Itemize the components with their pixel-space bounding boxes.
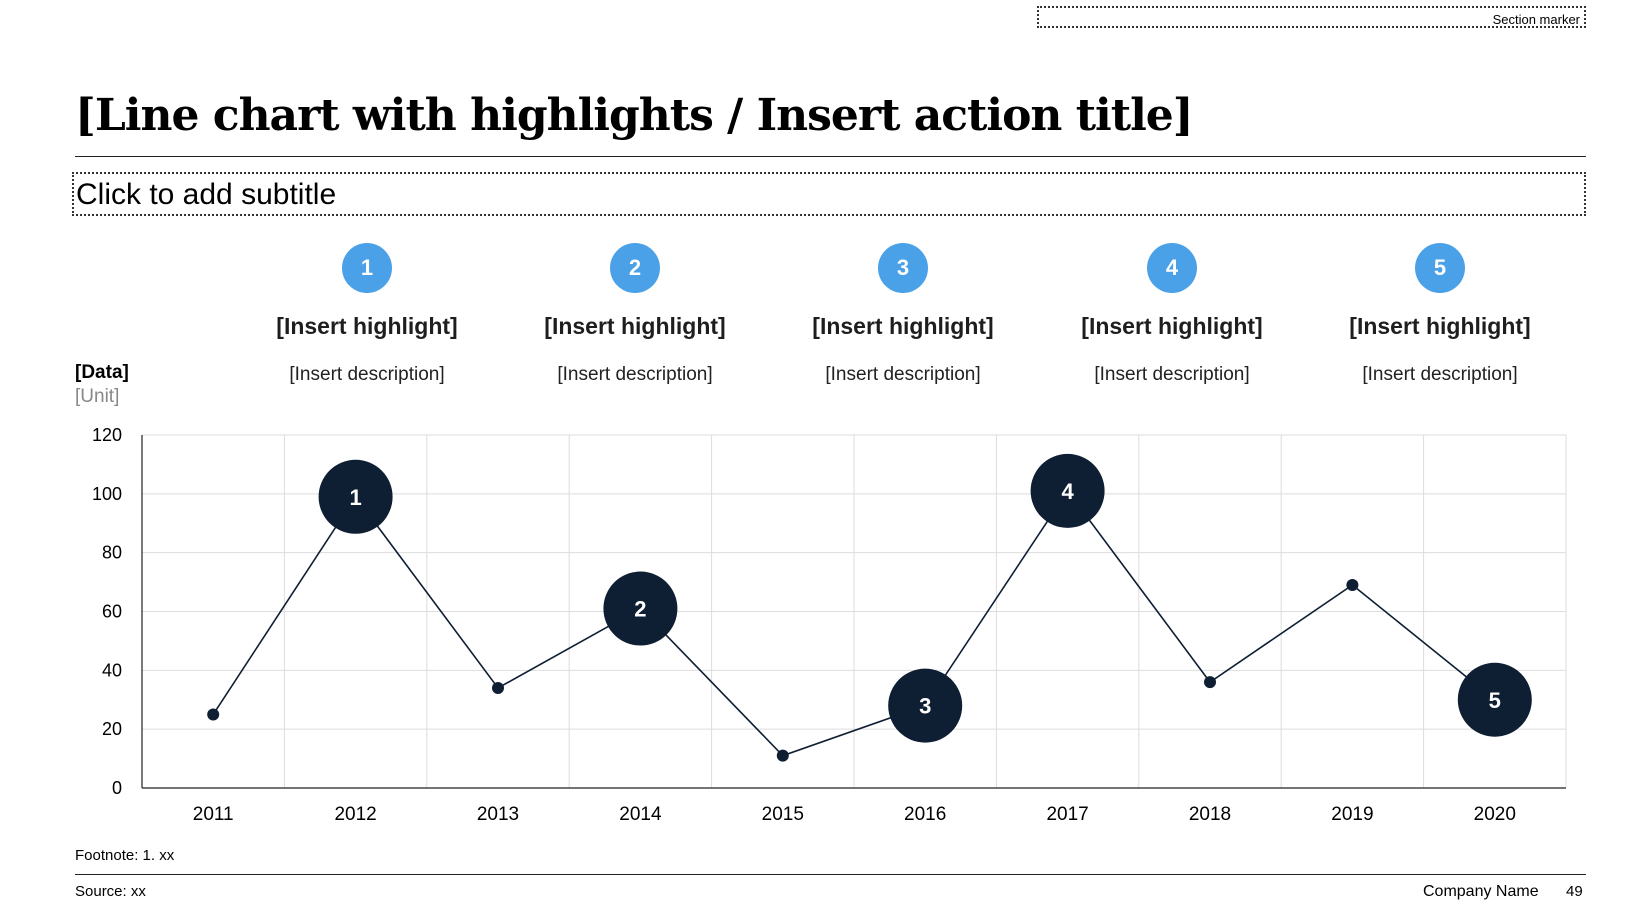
subtitle-placeholder[interactable]: Click to add subtitle [72,172,1586,216]
highlight-marker-label: 4 [1061,479,1074,504]
page-number: 49 [1566,883,1583,900]
highlight-marker-label: 2 [634,597,646,622]
highlight-title[interactable]: [Insert highlight] [1081,313,1263,339]
highlight-title[interactable]: [Insert highlight] [1349,313,1531,339]
y-tick-label: 80 [102,543,122,563]
highlight-title[interactable]: [Insert highlight] [276,313,458,339]
highlight-badge: 2 [610,243,660,293]
highlight-marker [1030,453,1105,528]
x-tick-label: 2012 [334,804,376,825]
highlight-description[interactable]: [Insert description] [825,364,981,385]
page-title[interactable]: [Line chart with highlights / Insert act… [75,90,1194,141]
x-tick-label: 2020 [1474,804,1516,825]
x-tick-label: 2016 [904,804,946,825]
y-axis-label: [Data] [75,362,129,383]
x-tick-label: 2017 [1046,804,1088,825]
data-point [776,749,789,762]
series-line [212,489,1496,757]
company-name: Company Name [1423,883,1539,900]
y-tick-label: 100 [92,484,122,504]
x-tick-label: 2011 [193,804,234,825]
highlight-5: 5 [Insert highlight] [Insert description… [1330,243,1550,386]
highlight-description[interactable]: [Insert description] [289,364,445,385]
x-tick-label: 2019 [1331,804,1373,825]
data-point [207,708,220,721]
highlight-badge: 1 [342,243,392,293]
highlight-2: 2 [Insert highlight] [Insert description… [525,243,745,386]
highlight-description[interactable]: [Insert description] [557,364,713,385]
highlight-marker [603,571,678,646]
data-point [1204,676,1216,689]
footer-divider [75,874,1586,875]
highlight-marker [1457,662,1532,737]
y-axis-unit: [Unit] [75,386,120,407]
y-tick-label: 40 [102,660,122,680]
x-tick-label: 2018 [1189,804,1231,825]
y-tick-label: 120 [92,425,122,445]
highlight-marker-label: 3 [919,694,931,719]
y-tick-label: 60 [102,602,122,622]
highlight-marker-label: 5 [1489,688,1501,713]
y-tick-label: 0 [112,778,122,798]
highlight-3: 3 [Insert highlight] [Insert description… [793,243,1013,386]
x-tick-label: 2013 [477,804,519,825]
y-tick-label: 20 [102,719,122,739]
highlight-description[interactable]: [Insert description] [1094,364,1250,385]
highlight-marker [318,459,393,534]
footnote: Footnote: 1. xx [75,847,175,864]
highlight-title[interactable]: [Insert highlight] [544,313,726,339]
highlight-4: 4 [Insert highlight] [Insert description… [1062,243,1282,386]
highlight-marker [888,668,963,743]
title-divider [75,156,1586,157]
data-point [1346,579,1359,592]
source-note: Source: xx [75,883,146,900]
highlight-badge: 4 [1147,243,1197,293]
section-marker: Section marker [1037,6,1586,28]
x-tick-label: 2015 [762,804,804,825]
highlight-badge: 5 [1415,243,1465,293]
highlight-description[interactable]: [Insert description] [1362,364,1518,385]
x-tick-label: 2014 [619,804,662,825]
highlight-title[interactable]: [Insert highlight] [812,313,994,339]
data-point [492,681,504,694]
highlight-1: 1 [Insert highlight] [Insert description… [257,243,477,386]
highlight-badge: 3 [878,243,928,293]
highlight-marker-label: 1 [349,485,361,510]
